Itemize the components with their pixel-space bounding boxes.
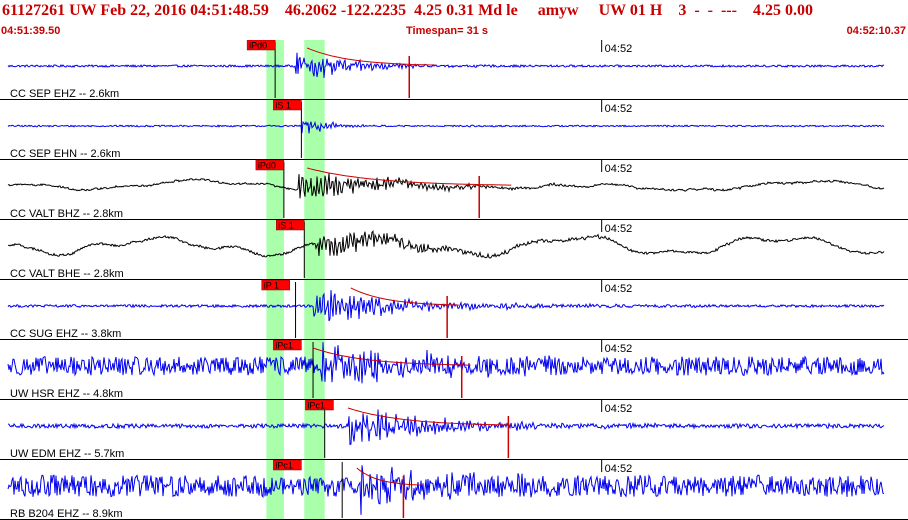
pick-flag: [273, 99, 302, 111]
minute-tick-label: 04:52: [605, 343, 633, 355]
start-time: 04:51:39.50: [1, 25, 61, 37]
event-type: le: [506, 2, 518, 19]
version: 01: [629, 2, 646, 19]
minute-tick-label: 04:52: [605, 43, 633, 55]
trailing-values: 4.25 0.00: [752, 2, 813, 19]
pick-flag: [305, 399, 334, 411]
end-time: 04:52:10.37: [846, 25, 906, 37]
count: 3: [678, 2, 687, 19]
minute-tick-label: 04:52: [605, 283, 633, 295]
analyst: amyw: [537, 2, 579, 19]
waveform: [7, 230, 885, 259]
pick-flag: [255, 159, 285, 171]
channel-label: RB B204 EHZ -- 8.9km: [10, 508, 122, 520]
channel-label: UW EDM EHZ -- 5.7km: [10, 448, 124, 460]
channel-label: CC SEP EHZ -- 2.6km: [10, 88, 119, 100]
pick-flag: [246, 40, 276, 51]
pick-flag: [261, 279, 290, 291]
pick-flag: [273, 339, 302, 351]
trace-row: 04:52 iPc1 RB B204 EHZ -- 8.9km: [0, 459, 908, 520]
coda-curve: [350, 287, 459, 306]
channel-label: UW HSR EHZ -- 4.8km: [10, 388, 123, 400]
pick-flag-label: iPc1: [307, 401, 325, 411]
channel-label: CC VALT BHZ -- 2.8km: [10, 208, 123, 220]
coda-curve: [312, 347, 471, 366]
waveform: [7, 52, 885, 78]
pick-flag-label: iS 1: [278, 221, 294, 231]
trace-row: 04:52 iS 1 CC SEP EHN -- 2.6km: [0, 99, 908, 160]
timespan: Timespan= 31 s: [406, 25, 488, 37]
latitude: 46.2062: [284, 2, 337, 19]
pick-flag: [273, 459, 302, 471]
pick-flag-label: iP 1: [264, 281, 279, 291]
coda-curve: [347, 407, 512, 426]
placeholder-fields: - - ---: [694, 2, 737, 19]
network: UW: [69, 2, 97, 19]
coda-curve: [307, 167, 512, 186]
longitude: -122.2235: [340, 2, 407, 19]
minute-tick-label: 04:52: [605, 463, 633, 475]
origin-time: Feb 22, 2016 04:51:48.59: [100, 2, 269, 19]
minute-tick-label: 04:52: [605, 403, 633, 415]
waveform: [7, 290, 885, 322]
trace-row: 04:52 iPc1 UW EDM EHZ -- 5.7km: [0, 399, 908, 460]
trace-row: 04:52 iP 1 CC SUG EHZ -- 3.8km: [0, 279, 908, 340]
waveform: [7, 342, 885, 384]
coda-curve: [356, 467, 421, 486]
event-header: 61127261 UW Feb 22, 2016 04:51:48.59 46.…: [0, 0, 908, 40]
waveform: [7, 120, 885, 134]
trace-row: 04:52 iPc1 UW HSR EHZ -- 4.8km: [0, 339, 908, 400]
channel-label: CC SEP EHN -- 2.6km: [10, 148, 120, 160]
channel-label: CC SUG EHZ -- 3.8km: [10, 328, 121, 340]
coda-curve: [307, 47, 436, 66]
channel-label: CC VALT BHE -- 2.8km: [10, 268, 124, 280]
source: UW: [598, 2, 626, 19]
trace-row: 04:52 iPd0 CC VALT BHZ -- 2.8km: [0, 159, 908, 220]
event-id: 61127261: [2, 2, 66, 19]
minute-tick-label: 04:52: [605, 163, 633, 175]
trace-row: 04:52 iS 1 CC VALT BHE -- 2.8km: [0, 219, 908, 280]
timespan-label: Timespan=: [406, 25, 464, 37]
waveform: [7, 409, 885, 446]
pick-flag-label: iPc1: [275, 341, 293, 351]
seismogram-panel: 04:52 iPd0 CC SEP EHZ -- 2.6km 04:52 iS 1 CC …: [0, 40, 908, 520]
trace-row: 04:52 iPd0 CC SEP EHZ -- 2.6km: [0, 40, 908, 100]
pick-flag-label: iS 1: [275, 101, 291, 111]
minute-tick-label: 04:52: [605, 103, 633, 115]
timespan-value: 31 s: [466, 25, 489, 37]
pick-flag-label: iPc1: [275, 461, 293, 471]
rms: 0.31: [446, 2, 475, 19]
pick-flag: [276, 219, 305, 231]
minute-tick-label: 04:52: [605, 223, 633, 235]
magnitude-type: Md: [478, 2, 503, 19]
depth: 4.25: [414, 2, 443, 19]
pick-flag-label: iPd0: [258, 161, 276, 171]
event-summary-line: 61127261 UW Feb 22, 2016 04:51:48.59 46.…: [2, 2, 813, 20]
waveform: [7, 465, 885, 515]
waveform: [7, 173, 885, 199]
quality: H: [649, 2, 663, 19]
pick-flag-label: iPd0: [249, 41, 267, 51]
